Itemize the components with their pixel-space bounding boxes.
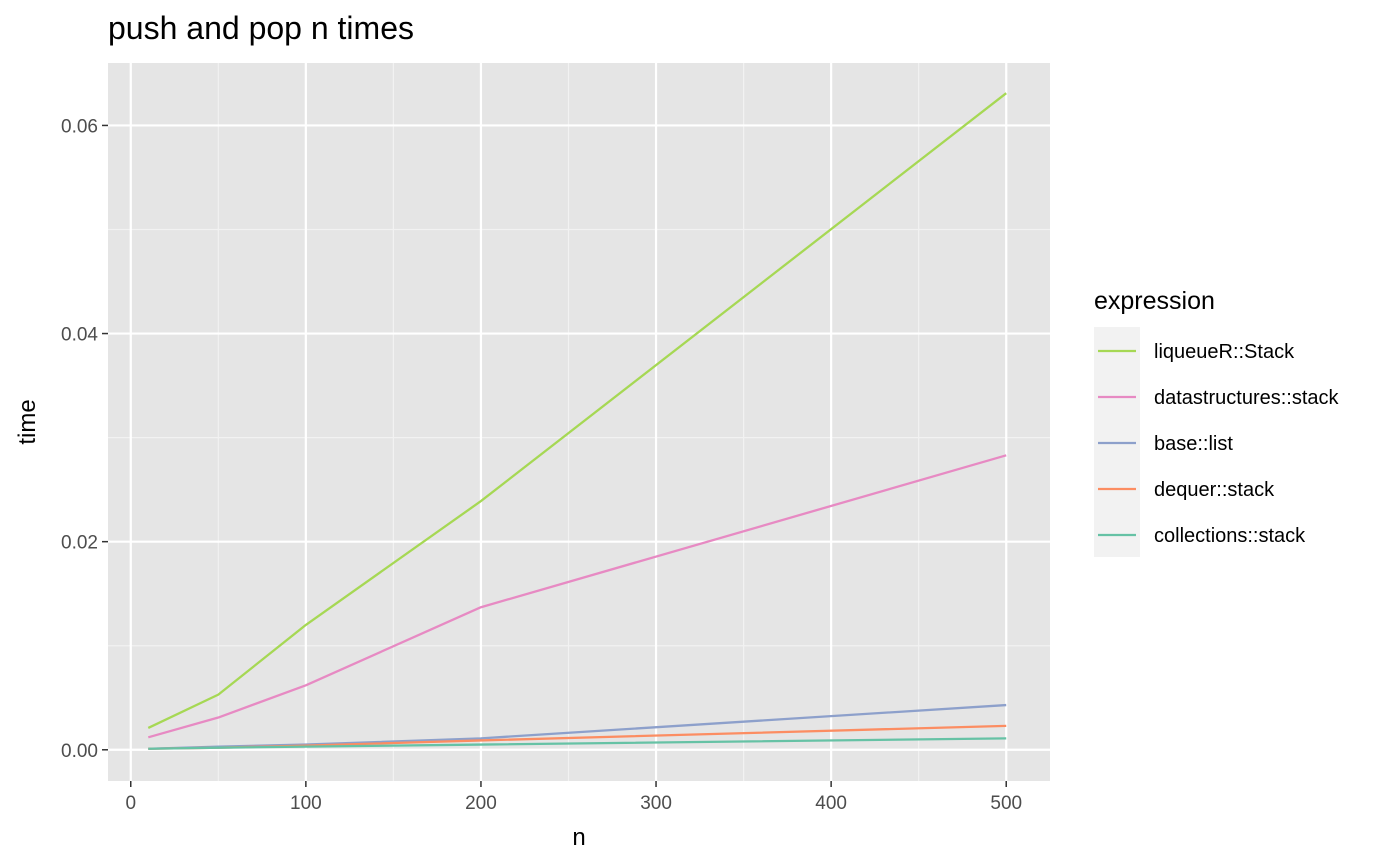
legend-title: expression [1094, 287, 1215, 315]
x-tick-label: 100 [290, 793, 322, 814]
grid-major [108, 63, 1050, 781]
legend-label-1: datastructures::stack [1154, 387, 1340, 409]
legend-items: liqueueR::Stackdatastructures::stackbase… [1098, 341, 1340, 547]
series-lines [147, 92, 1007, 750]
series-line-1 [147, 454, 1007, 739]
series-line-0 [147, 92, 1007, 729]
chart-title: push and pop n times [108, 10, 414, 46]
x-axis: 0 100 200 300 400 500 [125, 781, 1022, 814]
legend-label-2: base::list [1154, 433, 1233, 455]
y-tick-label: 0.00 [61, 741, 98, 762]
legend-label-3: dequer::stack [1154, 479, 1275, 501]
y-tick-label: 0.06 [61, 116, 98, 137]
legend-label-4: collections::stack [1154, 525, 1306, 547]
y-axis: 0.00 0.02 0.04 0.06 [61, 116, 108, 762]
x-tick-label: 400 [815, 793, 847, 814]
x-axis-title: n [572, 824, 585, 851]
x-tick-label: 300 [640, 793, 672, 814]
y-axis-title: time [14, 399, 41, 444]
y-tick-label: 0.02 [61, 533, 98, 554]
x-tick-label: 200 [465, 793, 497, 814]
legend-label-0: liqueueR::Stack [1154, 341, 1295, 363]
x-tick-label: 0 [125, 793, 136, 814]
series-line-4 [148, 737, 1007, 750]
x-tick-label: 500 [990, 793, 1022, 814]
y-tick-label: 0.04 [61, 325, 98, 346]
legend: expression liqueueR::Stackdatastructures… [1094, 287, 1340, 557]
plot-panel [108, 63, 1050, 781]
grid-minor [108, 63, 1050, 781]
